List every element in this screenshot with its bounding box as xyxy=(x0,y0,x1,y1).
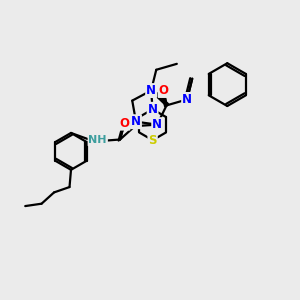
Text: NH: NH xyxy=(88,135,107,146)
Text: N: N xyxy=(152,118,162,131)
Text: O: O xyxy=(119,117,130,130)
Text: S: S xyxy=(148,134,157,147)
Text: N: N xyxy=(148,103,158,116)
Text: N: N xyxy=(146,84,156,97)
Text: N: N xyxy=(131,115,141,128)
Text: O: O xyxy=(159,84,169,97)
Text: N: N xyxy=(182,93,192,106)
Text: H: H xyxy=(96,136,105,146)
